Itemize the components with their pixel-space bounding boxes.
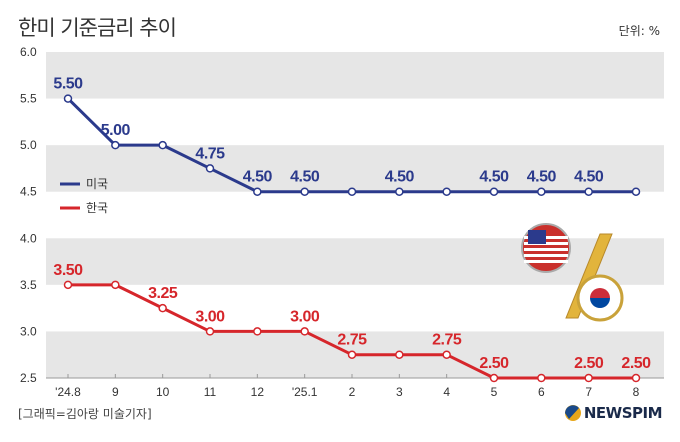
data-point — [442, 187, 451, 196]
x-tick-label: 4 — [443, 385, 450, 399]
data-label: 3.25 — [148, 285, 178, 302]
grid-band — [46, 145, 664, 192]
data-point — [111, 280, 120, 290]
y-tick-label: 4.5 — [20, 185, 37, 199]
data-point — [300, 327, 309, 336]
x-tick-label: 3 — [396, 385, 403, 399]
us-flag-canton — [528, 230, 546, 244]
y-tick-label: 5.0 — [20, 138, 37, 152]
data-point — [205, 164, 215, 173]
us-flag-stripe — [524, 248, 568, 251]
unit-label: 단위: % — [618, 24, 660, 38]
data-label: 5.50 — [53, 76, 83, 93]
taeguk-bottom — [590, 298, 610, 308]
logo-icon — [564, 405, 581, 421]
data-point — [347, 350, 357, 359]
data-point — [489, 187, 499, 196]
credit-text: [그래픽=김아랑 미술기자] — [18, 407, 152, 421]
data-label: 5.00 — [101, 122, 131, 139]
x-tick-label: 10 — [156, 385, 170, 399]
data-label: 2.75 — [337, 332, 367, 349]
us-flag-stripe — [524, 260, 568, 263]
data-point — [537, 187, 546, 196]
grid-band — [46, 238, 664, 285]
data-label: 4.50 — [574, 169, 604, 186]
x-tick-label: 7 — [585, 385, 592, 399]
y-tick-label: 3.5 — [20, 278, 37, 292]
x-tick-label: 12 — [251, 385, 265, 399]
data-point — [631, 373, 641, 383]
data-point — [300, 187, 309, 196]
data-label: 4.50 — [385, 169, 415, 186]
data-point — [158, 140, 167, 150]
data-label: 3.50 — [53, 262, 83, 279]
logo-text: NEWSPIM — [583, 404, 663, 422]
taeguk-top — [590, 288, 610, 298]
newspim-logo: NEWSPIM — [564, 404, 663, 422]
data-label: 2.50 — [621, 355, 651, 372]
data-point — [253, 187, 262, 196]
data-point — [111, 140, 120, 150]
data-point — [347, 187, 357, 196]
grid-band — [46, 52, 664, 99]
data-label: 2.50 — [479, 355, 509, 372]
data-point — [584, 373, 593, 383]
data-point — [584, 187, 593, 196]
data-label: 2.75 — [432, 332, 462, 349]
x-tick-label: 9 — [112, 385, 119, 399]
data-point — [395, 187, 404, 196]
x-tick-label: 8 — [633, 385, 640, 399]
data-point — [63, 94, 73, 103]
data-point — [631, 187, 641, 196]
x-tick-label: '24.8 — [55, 385, 81, 399]
data-point — [537, 373, 546, 383]
data-label: 2.50 — [574, 355, 604, 372]
y-tick-label: 5.5 — [20, 92, 37, 106]
x-tick-label: 11 — [204, 385, 217, 399]
data-label: 4.50 — [243, 169, 273, 186]
legend-label: 한국 — [86, 201, 108, 215]
us-flag-stripe — [524, 254, 568, 257]
data-label: 4.75 — [195, 145, 225, 162]
x-tick-label: 5 — [491, 385, 498, 399]
data-point — [253, 327, 262, 336]
x-tick-label: '25.1 — [292, 385, 318, 399]
data-label: 4.50 — [527, 169, 557, 186]
data-point — [63, 280, 73, 290]
data-label: 4.50 — [479, 169, 509, 186]
data-label: 4.50 — [290, 169, 320, 186]
data-label: 3.00 — [290, 308, 320, 325]
x-tick-label: 6 — [538, 385, 545, 399]
data-point — [395, 350, 404, 359]
chart-title: 한미 기준금리 추이 — [18, 16, 177, 40]
y-tick-label: 2.5 — [20, 371, 37, 385]
data-point — [442, 350, 451, 359]
legend-label: 미국 — [86, 177, 108, 191]
data-label: 3.00 — [195, 308, 225, 325]
data-point — [205, 327, 215, 336]
data-point — [158, 303, 167, 313]
y-tick-label: 6.0 — [20, 45, 37, 59]
x-tick-label: 2 — [349, 385, 356, 399]
y-tick-label: 3.0 — [20, 324, 37, 338]
data-point — [489, 373, 499, 383]
y-tick-label: 4.0 — [20, 231, 37, 245]
